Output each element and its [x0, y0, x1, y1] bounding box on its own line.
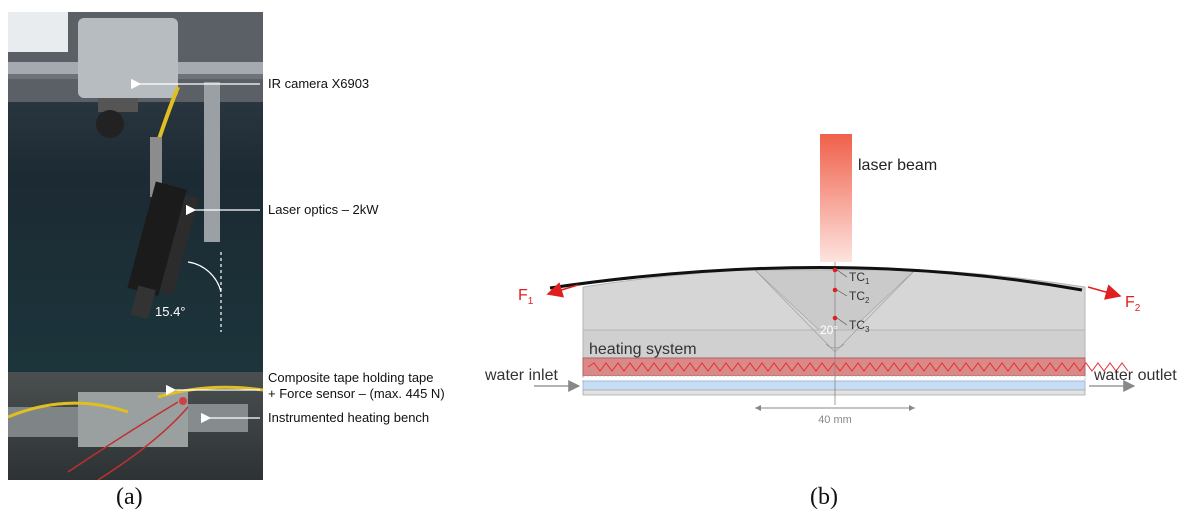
heating-bench-label: Instrumented heating bench	[268, 410, 429, 425]
tc2-dot	[833, 288, 838, 293]
ir-camera-label: IR camera X6903	[268, 76, 369, 91]
caption-b: (b)	[810, 484, 838, 511]
heating-system-label: heating system	[589, 341, 697, 358]
laser-beam	[820, 134, 852, 262]
dimension-label: 40 mm	[818, 414, 852, 426]
water-outlet-label: water outlet	[1093, 367, 1177, 384]
wedge-angle-label: 20°	[820, 323, 838, 337]
force-f2-arrow	[1088, 287, 1120, 296]
panel-a-pointers	[0, 0, 470, 519]
laser-optics-label: Laser optics – 2kW	[268, 202, 379, 217]
tc1-dot	[833, 268, 838, 273]
composite-tape-label: Composite tape holding tape	[268, 370, 434, 385]
heating-bench-schematic: laser beam heating system 20° TC1 TC2 TC…	[470, 0, 1193, 519]
tc3-dot	[833, 316, 838, 321]
force-f2-label: F2	[1125, 294, 1141, 314]
force-f1-label: F1	[518, 287, 534, 307]
heating-system	[583, 358, 1085, 376]
laser-beam-label: laser beam	[858, 157, 937, 174]
caption-a: (a)	[116, 484, 143, 511]
force-sensor-label: + Force sensor – (max. 445 N)	[268, 386, 445, 401]
water-inlet-label: water inlet	[484, 367, 558, 384]
water-channel	[583, 381, 1085, 390]
